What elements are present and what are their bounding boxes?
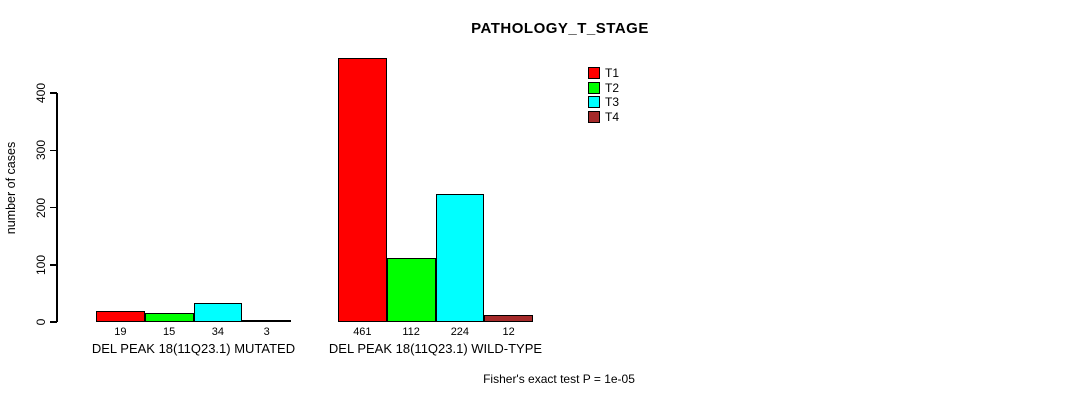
y-axis-tick-label: 200 [34, 197, 48, 218]
bar-value-label: 3 [263, 326, 270, 338]
y-axis-tick-label: 400 [34, 82, 48, 104]
bar-del-peak-18-11q23-1-mutated-t4 [242, 320, 291, 322]
bar-value-label: 12 [502, 326, 515, 338]
legend-label-t4: T4 [605, 109, 620, 124]
y-axis-tick [50, 206, 57, 209]
bar-value-label: 461 [353, 326, 372, 338]
y-axis-tick [50, 149, 57, 151]
bar-value-label: 19 [114, 326, 127, 338]
category-label: DEL PEAK 18(11Q23.1) WILD-TYPE [328, 341, 543, 356]
bar-value-label: 224 [450, 326, 470, 338]
chart-title: PATHOLOGY_T_STAGE [471, 20, 649, 37]
bar-del-peak-18-11q23-1-wild-type-t1 [338, 58, 387, 322]
statistical-test-note: Fisher's exact test P = 1e-05 [483, 372, 635, 386]
bar-value-label: 15 [163, 326, 176, 338]
legend-swatch-t1 [588, 67, 600, 79]
y-axis-title: number of cases [4, 141, 18, 235]
legend-label-t2: T2 [605, 80, 620, 95]
bar-del-peak-18-11q23-1-mutated-t2 [144, 313, 194, 322]
bar-del-peak-18-11q23-1-wild-type-t2 [386, 257, 436, 322]
legend-swatch-t3 [588, 96, 600, 109]
legend-swatch-t4 [588, 110, 600, 123]
legend-label-t3: T3 [605, 95, 620, 110]
y-axis-tick [50, 92, 57, 94]
bar-value-label: 112 [402, 326, 420, 338]
y-axis-tick-label: 100 [34, 254, 48, 275]
bar-del-peak-18-11q23-1-mutated-t3 [193, 302, 243, 322]
bar-del-peak-18-11q23-1-wild-type-t3 [435, 193, 485, 322]
y-axis-tick-label: 0 [34, 318, 48, 326]
bar-del-peak-18-11q23-1-wild-type-t4 [484, 315, 533, 322]
bar-del-peak-18-11q23-1-mutated-t1 [96, 311, 145, 322]
y-axis-tick [50, 321, 57, 323]
legend-label-t1: T1 [605, 66, 620, 80]
y-axis-tick-label: 300 [34, 140, 48, 161]
bar-value-label: 34 [211, 326, 224, 338]
category-label: DEL PEAK 18(11Q23.1) MUTATED [91, 341, 296, 356]
y-axis-tick [50, 264, 57, 266]
legend-swatch-t2 [588, 81, 600, 94]
